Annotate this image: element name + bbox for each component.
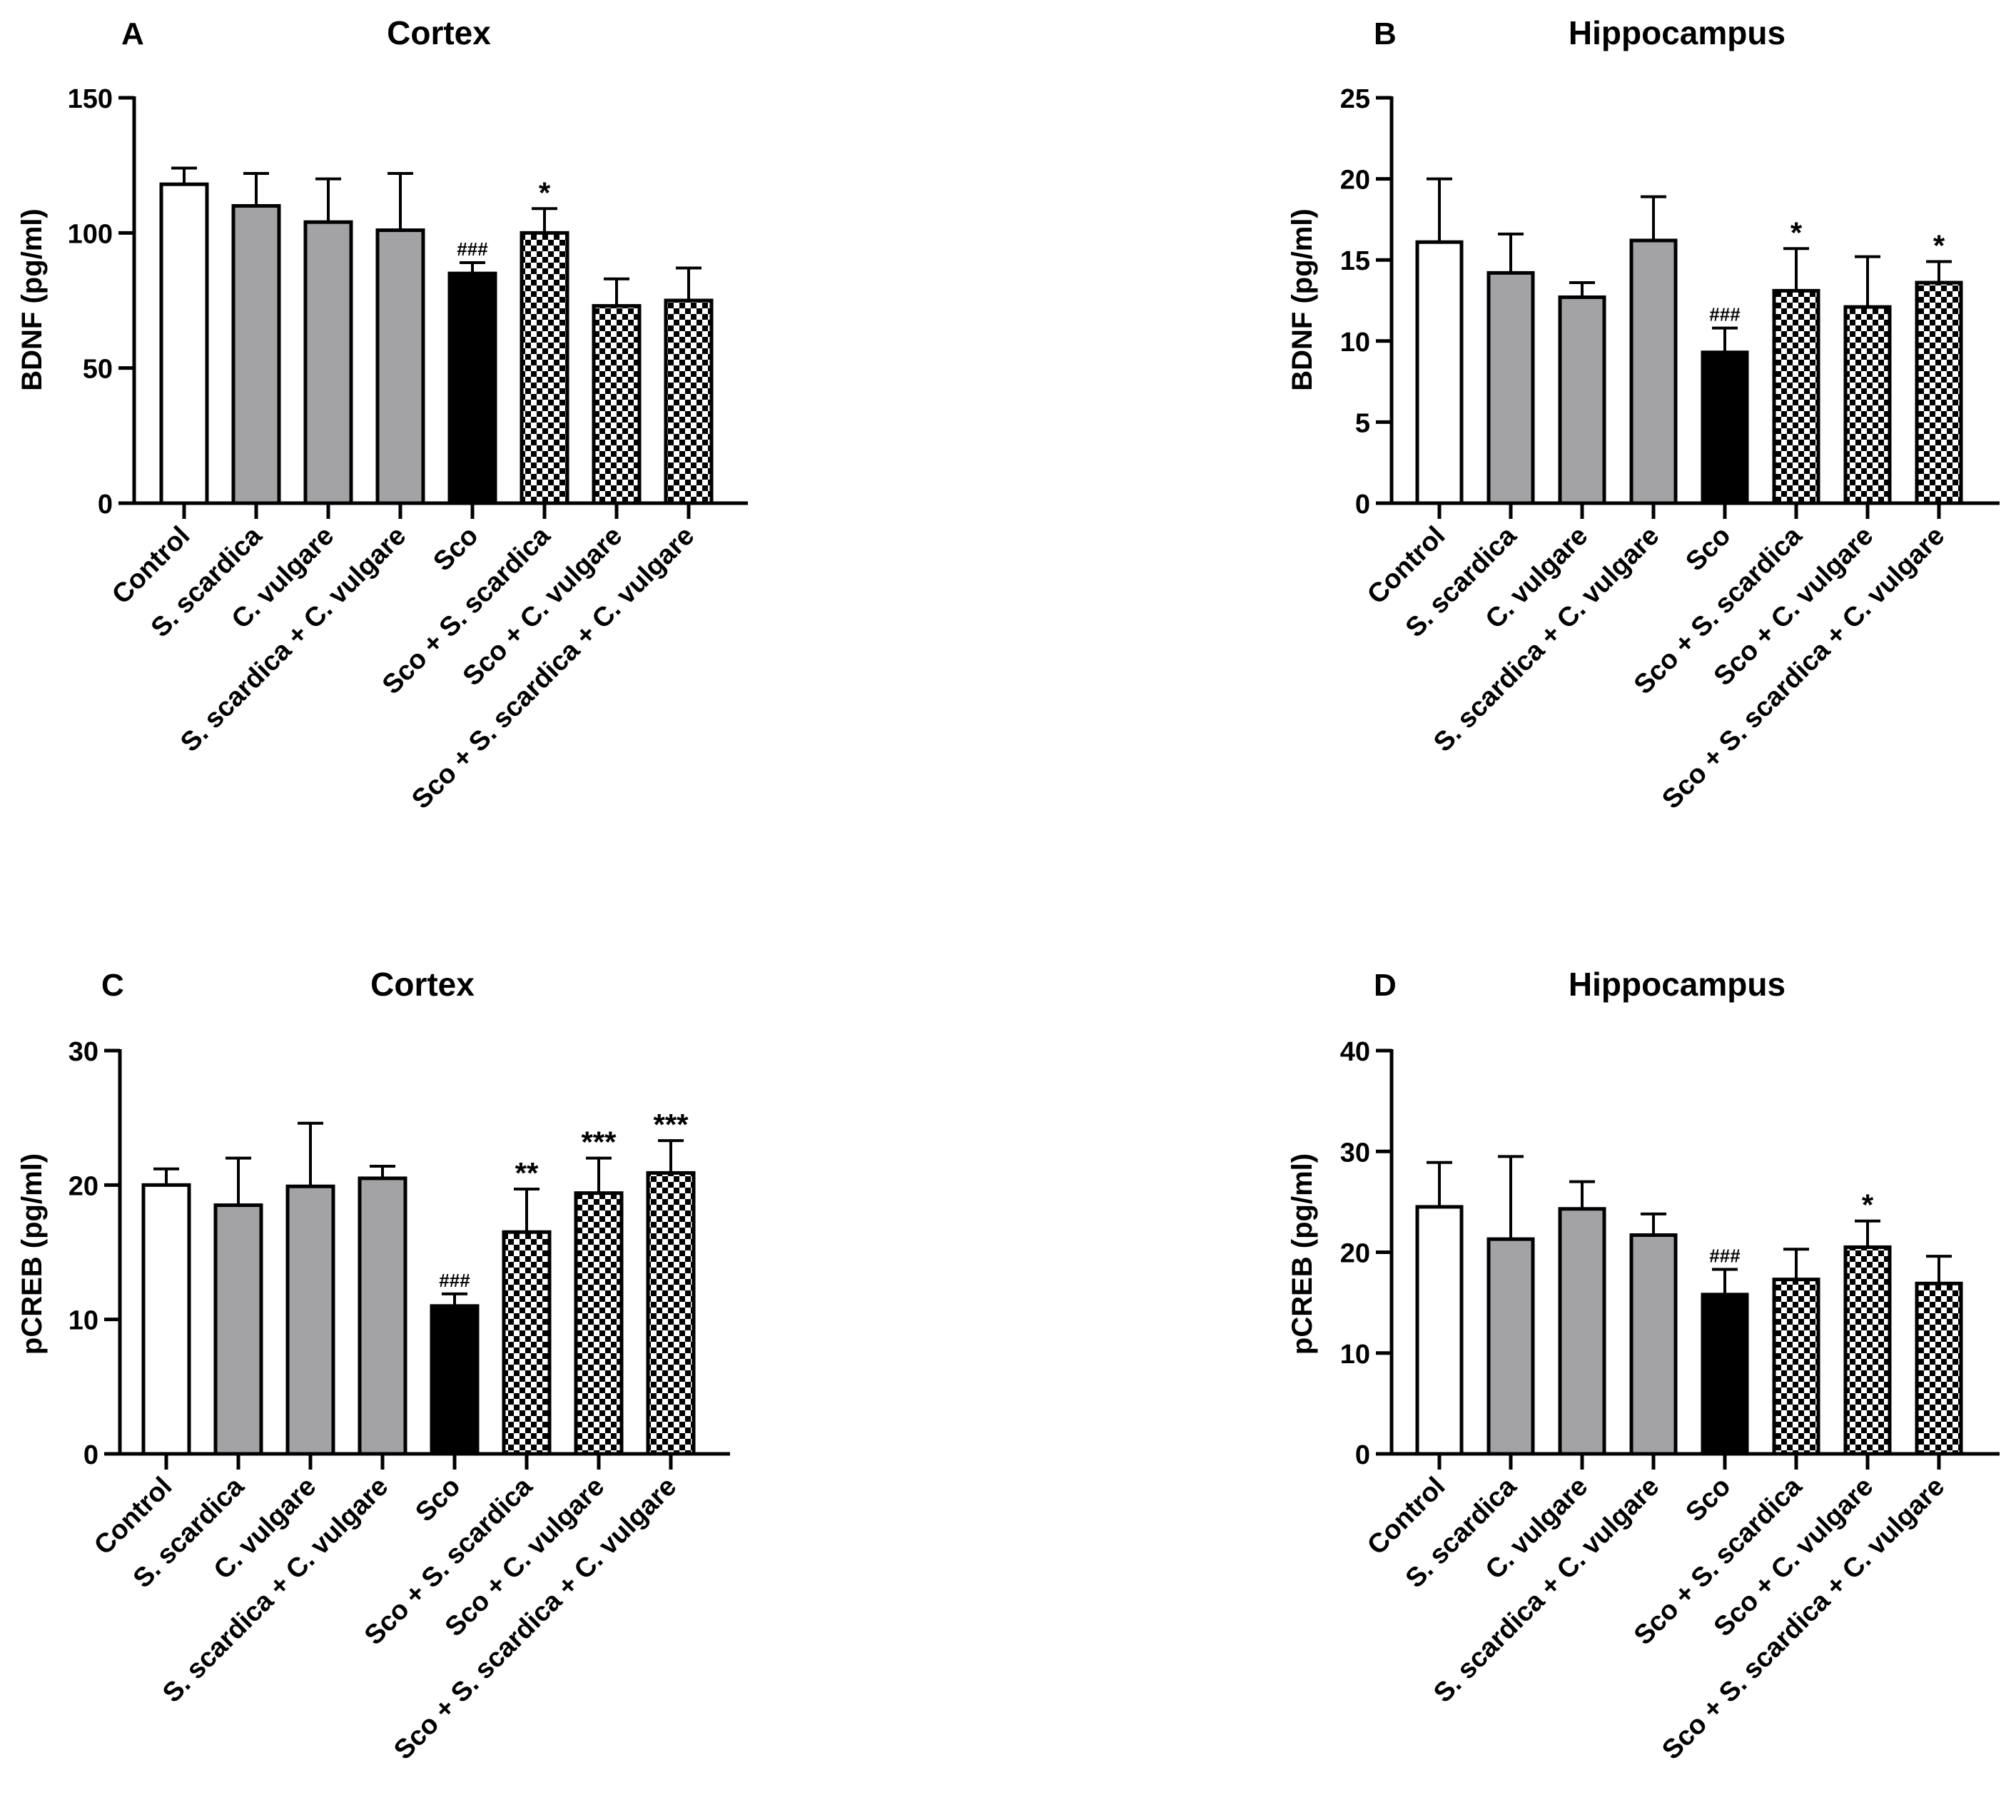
significance-annotation: *: [1790, 216, 1803, 249]
bar: [1558, 295, 1606, 505]
panel-a: A Cortex BDNF (pg/ml) 050100150ControlS.…: [16, 14, 748, 815]
x-tick-label: Sco: [427, 521, 484, 577]
bar: [1415, 240, 1464, 505]
y-tick-label: 10: [69, 1306, 98, 1336]
y-tick-label: 15: [1340, 246, 1370, 276]
panel-letter: D: [1374, 968, 1397, 1003]
bar: [502, 1230, 552, 1456]
y-axis-label: BDNF (pg/ml): [16, 208, 48, 391]
y-tick-label: 0: [98, 490, 113, 520]
y-tick-label: 100: [68, 219, 113, 249]
bar: [1629, 238, 1678, 505]
y-tick-label: 20: [1340, 1239, 1370, 1269]
y-tick-label: 5: [1355, 408, 1370, 438]
bar: [1486, 271, 1535, 505]
panel-c: C Cortex pCREB (pg/ml) 0102030ControlS. …: [16, 966, 730, 1766]
bar: [430, 1304, 480, 1456]
significance-annotation: *: [539, 176, 551, 209]
bar: [574, 1191, 624, 1456]
bar: [520, 231, 569, 505]
bar: [447, 271, 497, 505]
bar: [213, 1203, 263, 1456]
panel-letter: B: [1374, 16, 1397, 51]
bar: [1701, 1293, 1749, 1456]
bar: [1772, 288, 1820, 505]
chart-title: Hippocampus: [1569, 966, 1785, 1003]
bar: [231, 203, 281, 505]
y-tick-label: 0: [1355, 490, 1370, 520]
significance-annotation: ***: [581, 1126, 617, 1159]
bar: [1772, 1278, 1820, 1456]
bar: [1915, 280, 1963, 505]
panel-b: B Hippocampus BDNF (pg/ml) 0510152025Con…: [1287, 14, 2000, 815]
hash-annotation: ###: [439, 1270, 470, 1291]
y-tick-label: 30: [1340, 1138, 1370, 1168]
x-tick-label: Sco: [1680, 521, 1736, 577]
hash-annotation: ###: [457, 238, 488, 260]
panel-d: D Hippocampus pCREB (pg/ml) 010203040Con…: [1287, 966, 2000, 1766]
bar: [1558, 1207, 1606, 1456]
bar: [1915, 1281, 1963, 1456]
y-tick-label: 40: [1340, 1037, 1370, 1067]
bar: [303, 220, 353, 505]
chart-title: Cortex: [387, 14, 491, 51]
bar: [358, 1176, 407, 1456]
bar: [664, 298, 714, 505]
significance-annotation: **: [515, 1156, 539, 1190]
significance-annotation: ***: [653, 1108, 689, 1141]
bar: [1701, 350, 1749, 505]
hash-annotation: ###: [1709, 1245, 1741, 1267]
y-tick-label: 0: [83, 1440, 98, 1470]
y-axis-label: BDNF (pg/ml): [1287, 208, 1318, 391]
bar: [1629, 1233, 1678, 1456]
x-tick-label: Sco: [1680, 1472, 1736, 1528]
y-tick-label: 10: [1340, 1340, 1370, 1370]
y-tick-label: 25: [1340, 84, 1370, 114]
bar: [646, 1171, 696, 1456]
bar: [1843, 305, 1892, 505]
significance-annotation: *: [1933, 228, 1945, 262]
bar: [1415, 1205, 1464, 1456]
panel-letter: C: [101, 968, 124, 1003]
panel-letter: A: [121, 16, 144, 51]
y-axis-label: pCREB (pg/ml): [16, 1153, 48, 1355]
y-tick-label: 0: [1355, 1440, 1370, 1470]
y-tick-label: 20: [1340, 166, 1370, 196]
bar: [1486, 1237, 1535, 1456]
x-tick-label: Sco: [410, 1472, 466, 1528]
chart-title: Cortex: [370, 966, 475, 1003]
chart-title: Hippocampus: [1569, 14, 1785, 51]
significance-annotation: *: [1862, 1188, 1874, 1222]
y-tick-label: 10: [1340, 328, 1370, 358]
y-tick-label: 150: [68, 84, 113, 114]
bar: [159, 182, 209, 505]
bar: [141, 1183, 191, 1456]
bar: [285, 1184, 335, 1456]
y-axis-label: pCREB (pg/ml): [1287, 1153, 1318, 1355]
y-tick-label: 20: [69, 1171, 98, 1201]
hash-annotation: ###: [1709, 304, 1741, 325]
bar: [375, 228, 425, 505]
y-tick-label: 30: [69, 1037, 98, 1067]
bar: [1843, 1245, 1892, 1456]
y-tick-label: 50: [83, 355, 113, 385]
bar: [592, 304, 642, 505]
